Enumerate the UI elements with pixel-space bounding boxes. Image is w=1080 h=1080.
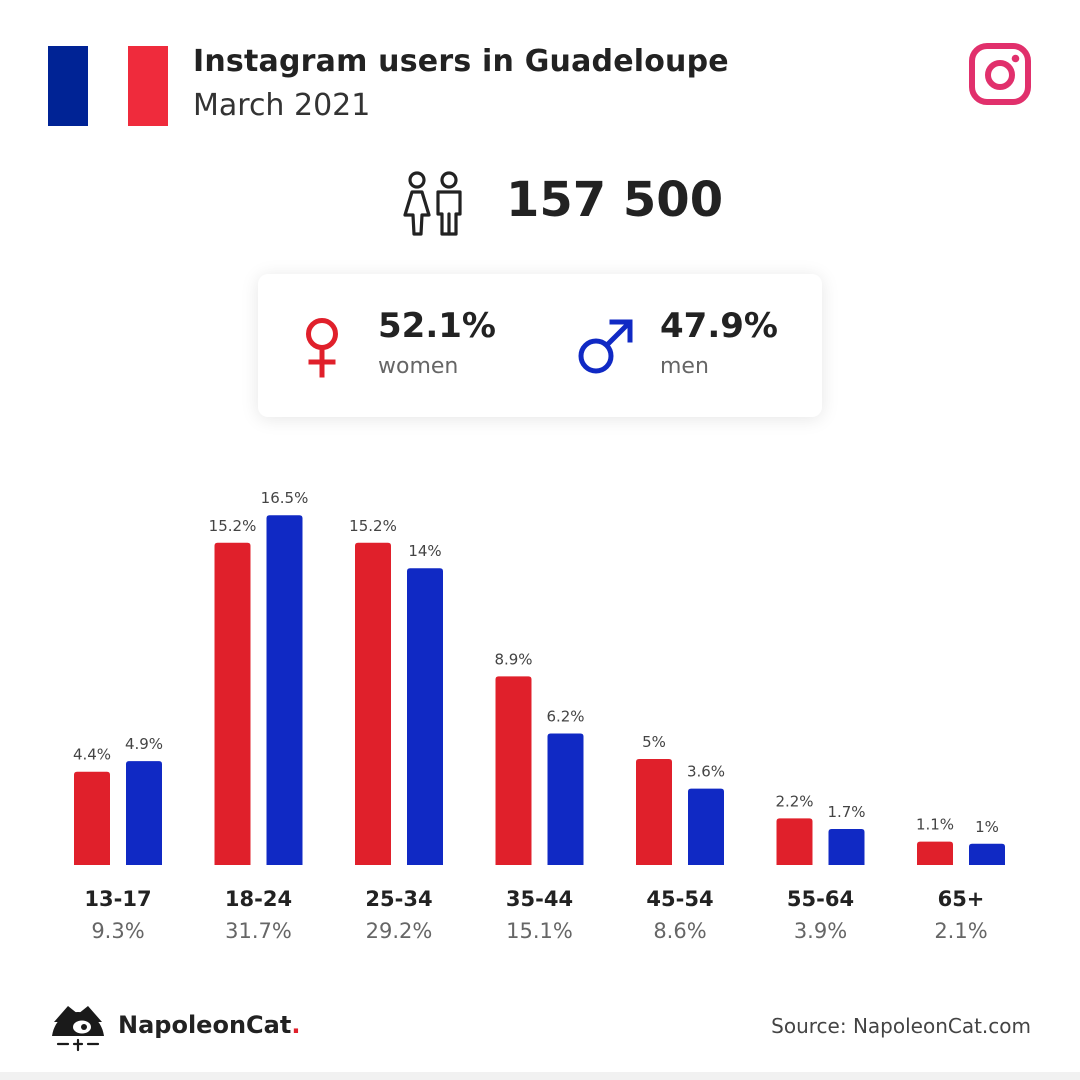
bar-18-24-series-2	[266, 515, 303, 865]
gender-card: 52.1% women 47.9% men	[258, 274, 822, 417]
bottom-band	[0, 1072, 1080, 1080]
bar-value-label: 4.4%	[73, 746, 111, 764]
bar-13-17-series-1	[74, 771, 110, 865]
bar-25-34-series-2	[407, 568, 443, 865]
source-label: Source: NapoleonCat.com	[771, 1014, 1031, 1038]
age-group-label: 13-17	[84, 887, 151, 911]
brand-name-text: NapoleonCat	[118, 1011, 292, 1039]
page-title: Instagram users in Guadeloupe	[193, 44, 729, 79]
bar-45-54-series-2	[688, 788, 724, 865]
bar-25-34-series-1	[355, 542, 391, 865]
age-gender-chart: 4.4%4.9%13-179.3%15.2%16.5%18-2431.7%15.…	[73, 489, 1005, 943]
men-label: men	[660, 354, 709, 379]
age-group-total: 8.6%	[653, 919, 706, 943]
bar-value-label: 1.7%	[827, 803, 865, 821]
bar-35-44-series-1	[495, 676, 532, 865]
flag-stripe-white	[88, 46, 128, 126]
bar-value-label: 5%	[642, 733, 666, 751]
bar-35-44-series-2	[547, 733, 584, 865]
bar-value-label: 1%	[975, 818, 999, 836]
bar-55-64-series-1	[776, 818, 813, 865]
age-group-total: 31.7%	[225, 919, 292, 943]
total-users-value: 157 500	[506, 172, 724, 228]
bar-value-label: 15.2%	[209, 517, 257, 535]
bar-value-label: 4.9%	[125, 735, 163, 753]
age-group-total: 3.9%	[794, 919, 847, 943]
male-symbol-icon	[578, 319, 633, 374]
people-icon	[403, 171, 462, 236]
age-group-label: 25-34	[365, 887, 432, 911]
bar-65+-series-2	[969, 843, 1005, 865]
page-subtitle: March 2021	[193, 88, 371, 123]
brand-name: NapoleonCat.	[118, 1011, 300, 1039]
bar-value-label: 14%	[408, 542, 441, 560]
age-group-total: 9.3%	[91, 919, 144, 943]
bar-value-label: 8.9%	[494, 650, 532, 668]
women-percentage: 52.1%	[378, 306, 496, 346]
brand-dot: .	[291, 1011, 301, 1039]
age-group-total: 15.1%	[506, 919, 573, 943]
instagram-icon	[969, 43, 1031, 105]
female-symbol-icon	[306, 318, 338, 378]
flag-stripe-red	[128, 46, 168, 126]
bar-value-label: 6.2%	[546, 708, 584, 726]
france-flag-icon	[48, 46, 168, 126]
age-group-total: 2.1%	[934, 919, 987, 943]
bar-value-label: 3.6%	[687, 763, 725, 781]
napoleoncat-logo-icon	[52, 1006, 104, 1052]
flag-stripe-blue	[48, 46, 88, 126]
age-group-label: 65+	[938, 887, 985, 911]
bar-65+-series-1	[917, 841, 953, 865]
age-group-label: 35-44	[506, 887, 573, 911]
bar-value-label: 2.2%	[775, 792, 813, 810]
bar-value-label: 15.2%	[349, 517, 397, 535]
women-label: women	[378, 354, 459, 379]
bar-55-64-series-2	[828, 828, 865, 865]
men-percentage: 47.9%	[660, 306, 778, 346]
bar-value-label: 16.5%	[261, 489, 309, 507]
bar-45-54-series-1	[636, 759, 672, 865]
bar-value-label: 1.1%	[916, 816, 954, 834]
bar-18-24-series-1	[214, 542, 251, 865]
age-group-label: 18-24	[225, 887, 292, 911]
age-group-label: 55-64	[787, 887, 854, 911]
age-group-label: 45-54	[646, 887, 713, 911]
bar-13-17-series-2	[126, 761, 162, 865]
age-group-total: 29.2%	[366, 919, 433, 943]
